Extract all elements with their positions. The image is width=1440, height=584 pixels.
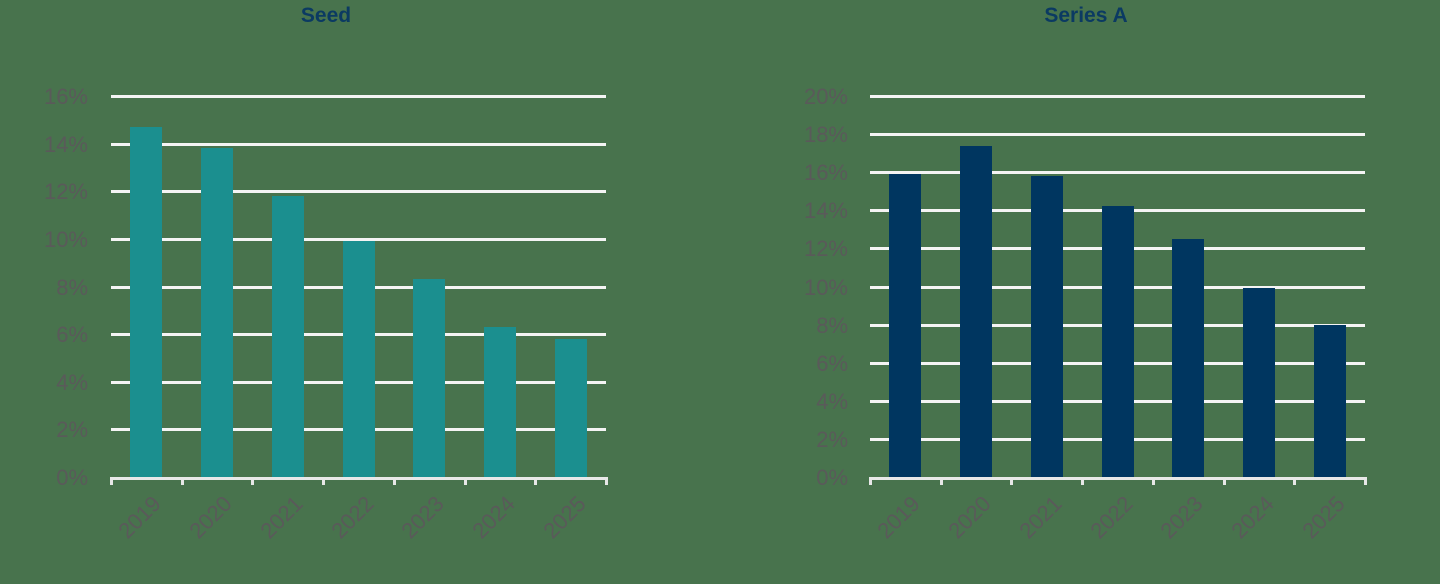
x-axis-tick-label: 2020 [943, 491, 996, 544]
y-axis-tick-label: 0% [56, 465, 88, 490]
x-axis-tick-label: 2021 [1014, 491, 1067, 544]
gridline [870, 95, 1365, 98]
gridline [111, 190, 606, 194]
y-axis-tick-label: 2% [56, 417, 88, 443]
y-axis-tick-label: 16% [43, 84, 88, 109]
y-axis-tick-label: 12% [43, 179, 88, 205]
x-axis-tick [251, 477, 255, 485]
x-axis-tick-label: 2020 [184, 491, 237, 544]
x-axis-tick [534, 477, 538, 485]
x-axis-tick [605, 477, 608, 485]
y-axis-tick-label: 0% [816, 465, 848, 490]
y-axis-tick-label: 12% [803, 236, 848, 262]
x-axis-tick-label: 2019 [113, 491, 167, 544]
bar-2019 [889, 174, 922, 477]
x-axis-tick [939, 477, 943, 485]
x-axis-tick-label: 2023 [396, 491, 449, 544]
x-axis-tick-label: 2021 [255, 491, 308, 544]
chart-title: Series A [1044, 4, 1128, 27]
x-axis-tick [392, 477, 396, 485]
y-axis-tick-label: 2% [816, 426, 848, 452]
x-axis-tick-label: 2022 [1084, 491, 1138, 544]
y-axis-tick-label: 10% [803, 274, 848, 300]
gridline [870, 171, 1365, 175]
chart-title: Seed [300, 4, 352, 27]
x-axis-tick-label: 2019 [872, 491, 926, 544]
x-axis-tick [1293, 477, 1297, 485]
y-axis-tick-label: 8% [816, 312, 848, 338]
y-axis-tick-label: 14% [803, 198, 848, 224]
y-axis-tick-label: 6% [816, 350, 848, 376]
bar-2023 [413, 279, 446, 477]
x-axis-tick [1081, 477, 1085, 485]
x-axis-tick [1151, 477, 1155, 485]
bar-2022 [342, 241, 375, 477]
bar-2021 [271, 196, 304, 477]
x-axis-tick [1364, 477, 1367, 485]
gridline [111, 142, 606, 146]
bar-2023 [1172, 238, 1205, 477]
x-axis-line [870, 477, 1365, 480]
bar-2021 [1030, 176, 1063, 477]
bar-2020 [960, 145, 993, 477]
y-axis-tick-label: 14% [43, 131, 88, 157]
x-axis-tick-label: 2023 [1155, 491, 1208, 544]
x-axis-tick [1010, 477, 1014, 485]
y-axis-tick-label: 4% [56, 369, 88, 395]
x-axis-tick-label: 2025 [1297, 491, 1350, 544]
y-axis-tick-label: 4% [816, 388, 848, 414]
y-axis-tick-label: 18% [803, 122, 848, 148]
gridline [111, 237, 606, 241]
x-axis-tick [1222, 477, 1226, 485]
y-axis-tick-label: 6% [56, 322, 88, 348]
x-axis-tick-label: 2025 [538, 491, 591, 544]
bar-2022 [1101, 206, 1134, 477]
y-axis-tick-label: 16% [803, 160, 848, 186]
y-axis-tick-label: 8% [56, 274, 88, 300]
bar-2020 [201, 148, 234, 477]
x-axis-tick-label: 2022 [325, 491, 379, 544]
bar-2025 [1313, 324, 1346, 477]
x-axis-tick [869, 477, 872, 485]
bar-2019 [130, 126, 163, 477]
bar-2025 [554, 338, 587, 477]
x-axis-tick [180, 477, 184, 485]
bar-2024 [483, 326, 516, 477]
gridline [111, 95, 606, 98]
x-axis-tick [322, 477, 326, 485]
y-axis-tick-label: 20% [803, 84, 848, 109]
x-axis-tick-label: 2024 [1226, 491, 1279, 544]
x-axis-tick [110, 477, 113, 485]
x-axis-tick-label: 2024 [467, 491, 520, 544]
gridline [870, 133, 1365, 137]
x-axis-tick [463, 477, 467, 485]
bar-2024 [1242, 288, 1275, 477]
y-axis-tick-label: 10% [43, 226, 88, 252]
x-axis-line [111, 477, 606, 480]
